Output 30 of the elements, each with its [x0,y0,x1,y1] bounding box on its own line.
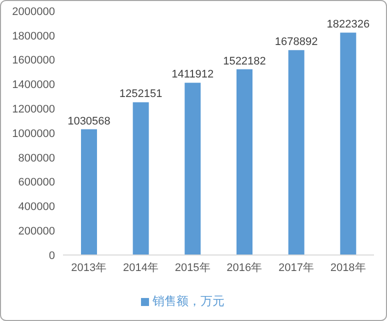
legend-label: 销售额，万元 [152,294,224,308]
data-label: 1678892 [274,36,318,48]
y-tick-label: 1400000 [12,79,55,92]
x-tick-label: 2018年 [330,262,366,274]
data-label: 1822326 [326,18,370,31]
data-label: 1522182 [223,55,266,68]
y-tick-label: 200000 [18,226,55,238]
bar [340,32,356,255]
bar [184,82,201,255]
x-tick-label: 2017年 [278,262,314,274]
y-tick-label: 1000000 [12,128,55,140]
y-tick-label: 1600000 [12,54,55,67]
y-tick-label: 2000000 [12,6,55,18]
y-tick-label: 800000 [18,152,55,164]
x-tick-label: 2015年 [174,262,210,274]
data-label: 1030568 [68,115,110,128]
y-tick-label: 1200000 [12,104,55,116]
x-tick-label: 2013年 [71,262,107,274]
data-label: 1411912 [172,68,214,81]
bar [236,69,252,255]
x-tick-label: 2016年 [226,262,262,274]
bar [81,129,97,255]
x-tick-label: 2014年 [123,262,158,274]
y-tick-label: 1800000 [12,30,55,42]
y-tick-label: 600000 [18,176,55,189]
y-tick-label: 0 [48,250,55,262]
data-label: 1252151 [119,88,162,100]
bar [132,102,149,255]
y-tick-label: 400000 [18,201,55,214]
bar [288,50,304,255]
